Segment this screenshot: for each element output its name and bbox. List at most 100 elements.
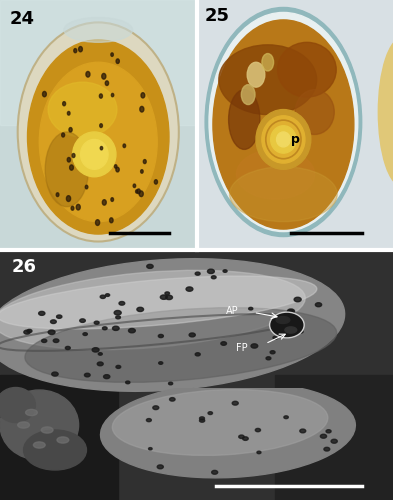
Ellipse shape bbox=[141, 170, 143, 173]
Ellipse shape bbox=[169, 398, 175, 401]
Ellipse shape bbox=[331, 440, 337, 443]
Ellipse shape bbox=[67, 158, 70, 162]
Ellipse shape bbox=[102, 74, 106, 79]
Ellipse shape bbox=[104, 374, 110, 378]
Ellipse shape bbox=[205, 8, 362, 236]
Ellipse shape bbox=[62, 102, 66, 106]
Ellipse shape bbox=[249, 308, 253, 310]
Ellipse shape bbox=[64, 18, 133, 42]
Ellipse shape bbox=[65, 346, 70, 350]
Ellipse shape bbox=[208, 412, 213, 414]
Ellipse shape bbox=[27, 330, 32, 332]
Ellipse shape bbox=[256, 110, 311, 170]
Ellipse shape bbox=[195, 272, 200, 275]
Ellipse shape bbox=[147, 418, 151, 422]
Ellipse shape bbox=[76, 204, 80, 210]
Ellipse shape bbox=[33, 442, 45, 448]
Ellipse shape bbox=[133, 184, 136, 188]
Ellipse shape bbox=[18, 422, 29, 428]
Ellipse shape bbox=[257, 451, 261, 454]
Ellipse shape bbox=[262, 54, 274, 71]
Ellipse shape bbox=[212, 470, 218, 474]
Ellipse shape bbox=[85, 185, 88, 189]
Ellipse shape bbox=[123, 144, 126, 148]
Ellipse shape bbox=[57, 437, 69, 443]
Ellipse shape bbox=[126, 381, 130, 384]
Ellipse shape bbox=[110, 218, 113, 223]
Ellipse shape bbox=[48, 82, 117, 137]
Ellipse shape bbox=[140, 106, 144, 112]
Ellipse shape bbox=[154, 180, 158, 184]
Ellipse shape bbox=[28, 40, 169, 234]
Ellipse shape bbox=[52, 372, 58, 376]
Ellipse shape bbox=[277, 132, 290, 147]
Ellipse shape bbox=[159, 362, 163, 364]
Bar bbox=[275, 375, 393, 500]
Ellipse shape bbox=[0, 276, 317, 329]
Ellipse shape bbox=[136, 190, 138, 193]
Ellipse shape bbox=[79, 46, 83, 52]
Ellipse shape bbox=[158, 334, 163, 338]
Ellipse shape bbox=[42, 92, 46, 97]
Ellipse shape bbox=[0, 390, 79, 460]
Ellipse shape bbox=[247, 62, 265, 87]
Ellipse shape bbox=[101, 382, 355, 478]
Ellipse shape bbox=[241, 84, 255, 104]
Ellipse shape bbox=[111, 53, 113, 56]
Ellipse shape bbox=[213, 20, 354, 229]
Ellipse shape bbox=[208, 269, 214, 274]
Ellipse shape bbox=[45, 132, 88, 206]
Ellipse shape bbox=[114, 164, 117, 168]
Ellipse shape bbox=[137, 189, 140, 194]
Ellipse shape bbox=[51, 320, 56, 324]
Ellipse shape bbox=[26, 410, 37, 416]
Ellipse shape bbox=[0, 270, 305, 349]
Ellipse shape bbox=[70, 165, 73, 170]
Ellipse shape bbox=[94, 321, 99, 324]
Ellipse shape bbox=[73, 132, 116, 177]
Ellipse shape bbox=[149, 448, 152, 450]
Ellipse shape bbox=[100, 146, 103, 150]
Ellipse shape bbox=[139, 191, 143, 196]
Text: AP: AP bbox=[226, 306, 239, 316]
Ellipse shape bbox=[141, 92, 145, 98]
Ellipse shape bbox=[209, 12, 358, 232]
Ellipse shape bbox=[105, 294, 110, 296]
Ellipse shape bbox=[299, 330, 303, 333]
Ellipse shape bbox=[285, 333, 289, 336]
Ellipse shape bbox=[116, 316, 120, 319]
Ellipse shape bbox=[285, 327, 297, 333]
Ellipse shape bbox=[112, 326, 119, 330]
Ellipse shape bbox=[229, 90, 260, 150]
Ellipse shape bbox=[378, 38, 393, 186]
Ellipse shape bbox=[95, 220, 100, 226]
Ellipse shape bbox=[251, 344, 258, 348]
Ellipse shape bbox=[143, 160, 146, 164]
Ellipse shape bbox=[200, 417, 204, 420]
Ellipse shape bbox=[39, 312, 45, 316]
Ellipse shape bbox=[99, 94, 103, 98]
Ellipse shape bbox=[129, 328, 135, 333]
Ellipse shape bbox=[157, 465, 163, 469]
Ellipse shape bbox=[18, 22, 179, 242]
Ellipse shape bbox=[137, 308, 143, 312]
Ellipse shape bbox=[56, 193, 59, 196]
Ellipse shape bbox=[237, 150, 315, 199]
Ellipse shape bbox=[83, 332, 87, 336]
Ellipse shape bbox=[103, 327, 107, 330]
Ellipse shape bbox=[25, 308, 337, 382]
Text: p: p bbox=[291, 134, 299, 146]
Ellipse shape bbox=[102, 200, 106, 205]
Ellipse shape bbox=[67, 112, 70, 115]
Ellipse shape bbox=[80, 319, 85, 322]
Ellipse shape bbox=[300, 429, 306, 433]
Ellipse shape bbox=[230, 167, 337, 222]
Ellipse shape bbox=[92, 348, 99, 352]
Ellipse shape bbox=[39, 62, 157, 222]
Ellipse shape bbox=[111, 198, 114, 202]
Ellipse shape bbox=[84, 373, 90, 377]
Ellipse shape bbox=[189, 333, 195, 337]
Ellipse shape bbox=[111, 94, 114, 97]
Ellipse shape bbox=[81, 140, 108, 170]
Ellipse shape bbox=[72, 154, 75, 158]
